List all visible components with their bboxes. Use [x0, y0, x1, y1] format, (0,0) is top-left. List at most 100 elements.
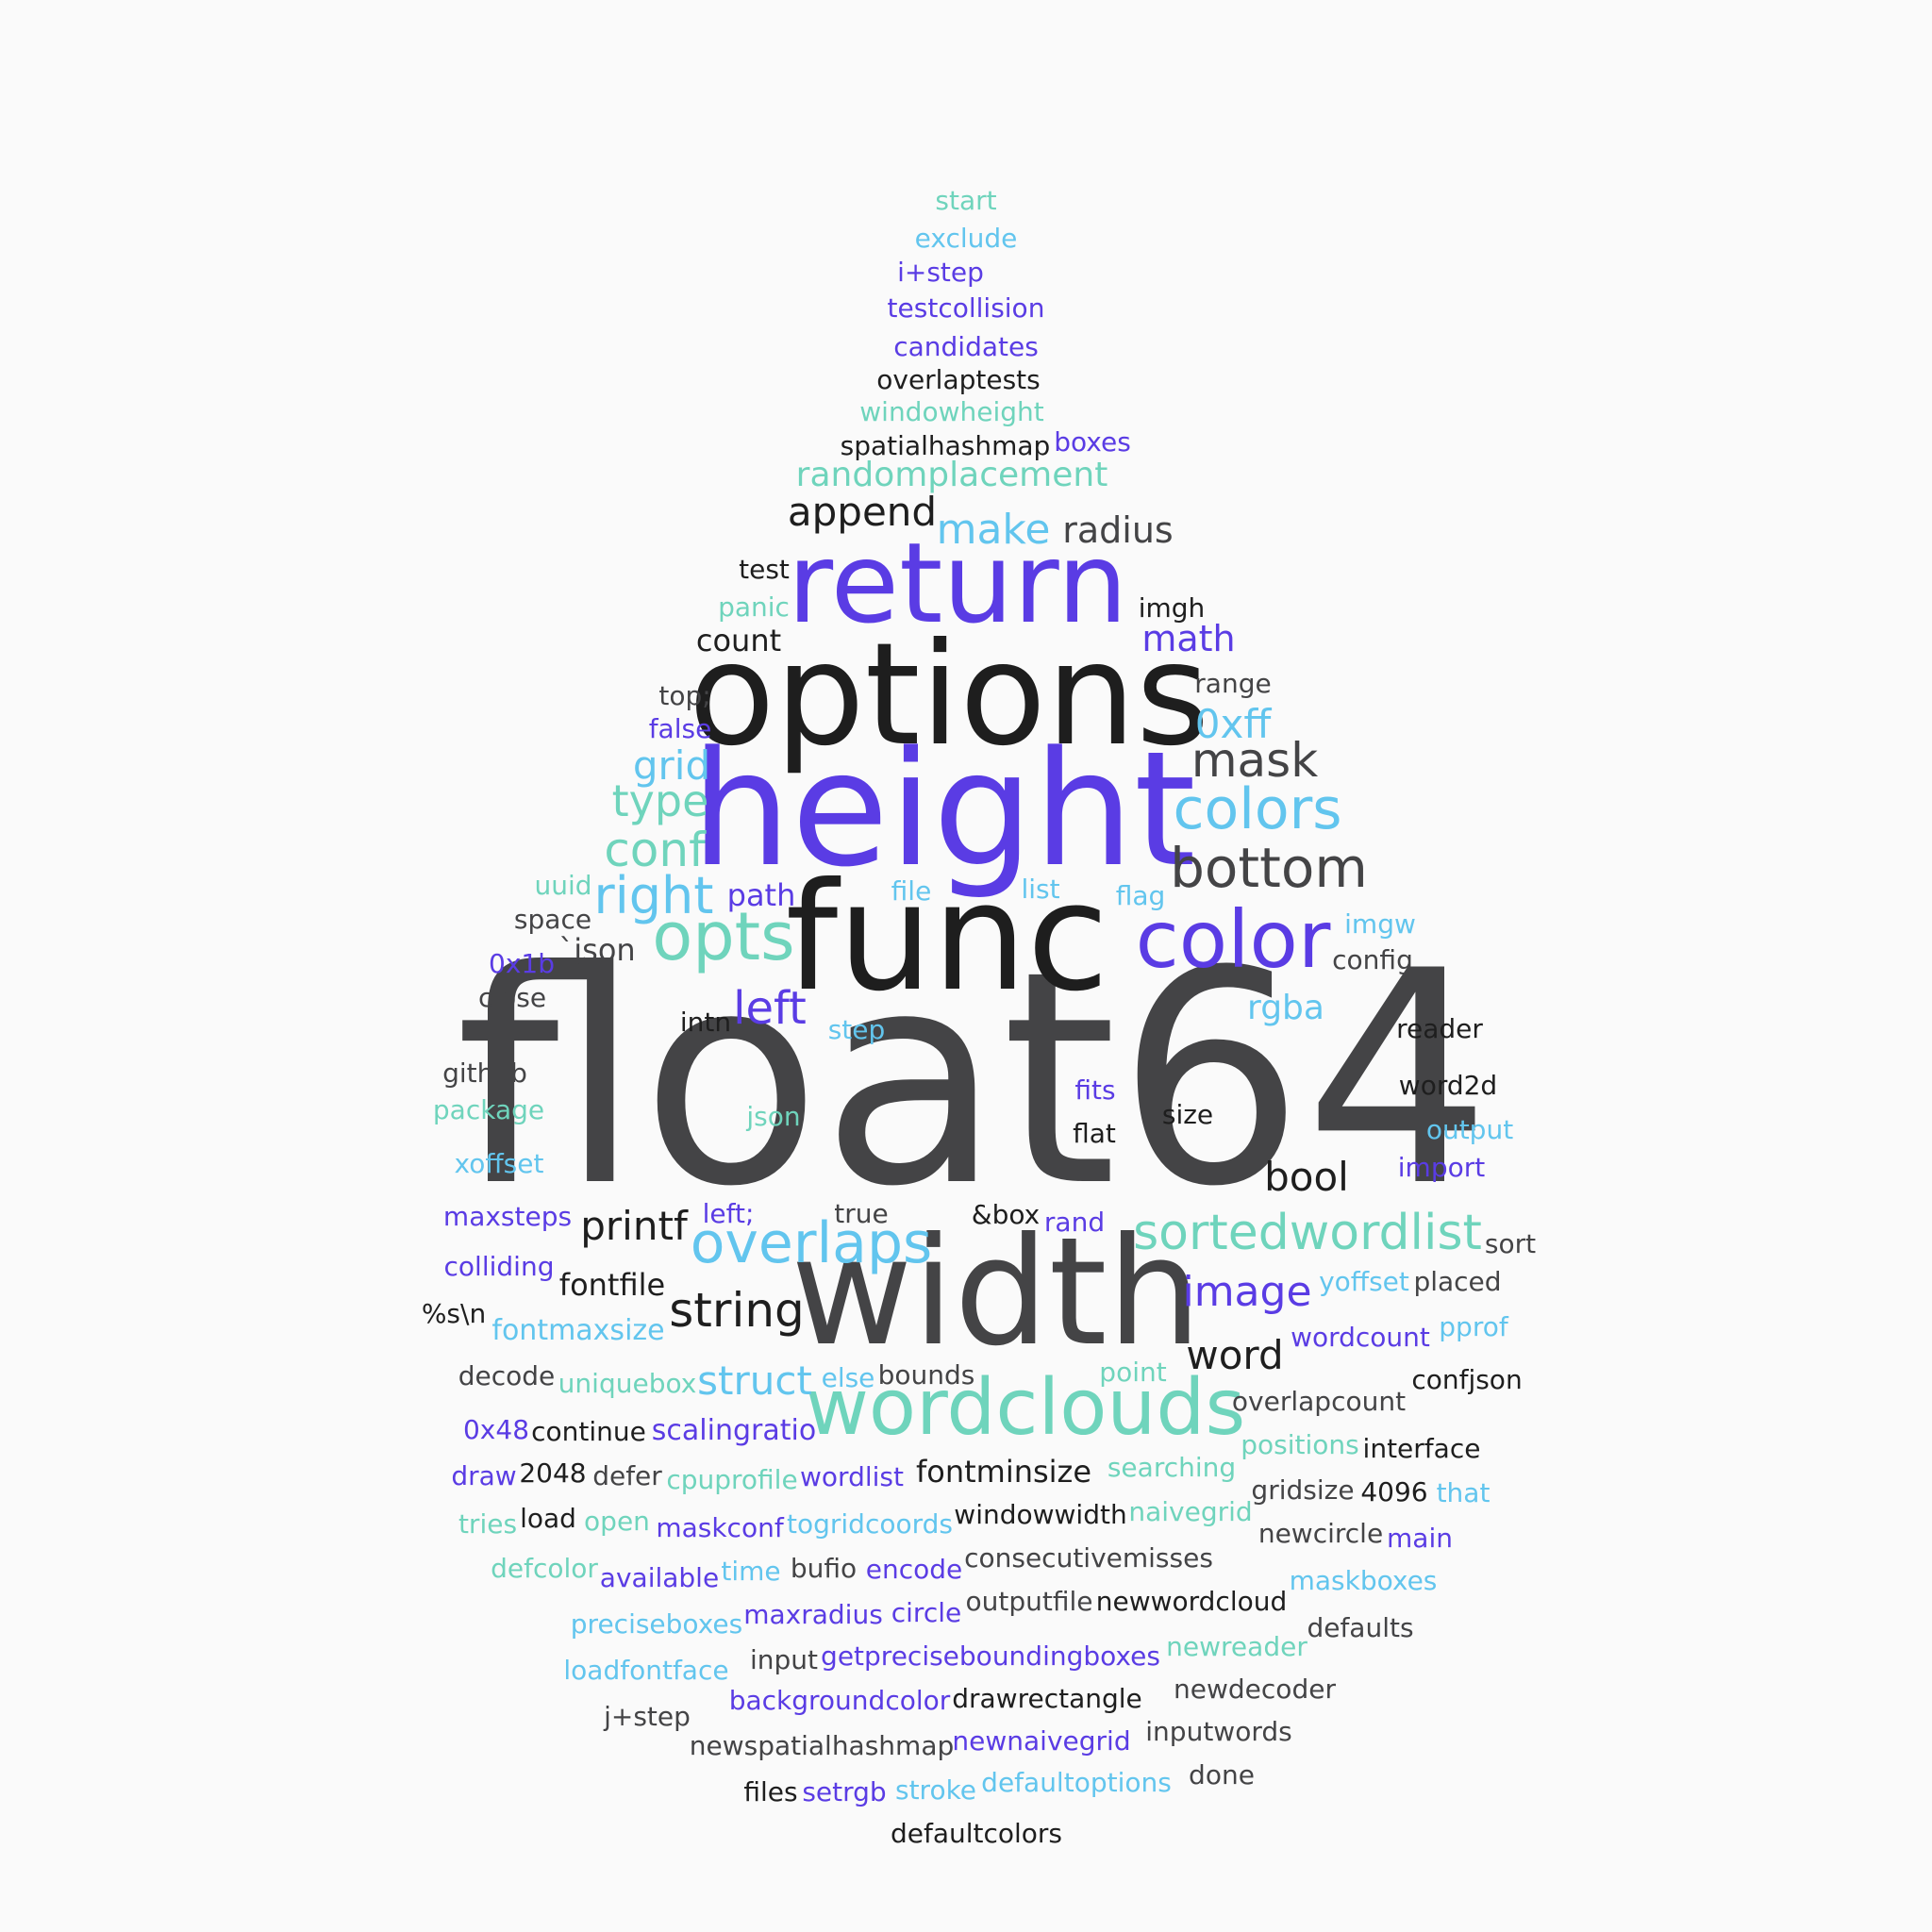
word: radius [1062, 509, 1174, 551]
word: togridcoords [787, 1508, 953, 1540]
word: bounds [877, 1359, 975, 1391]
word: width [791, 1206, 1202, 1379]
word: grid [632, 742, 711, 789]
word: package [432, 1094, 545, 1125]
word: rgba [1247, 989, 1324, 1027]
word: make [936, 506, 1051, 554]
word: output [1425, 1114, 1514, 1145]
word: fontminsize [915, 1454, 1092, 1490]
word: space [513, 904, 592, 935]
word: imgh [1138, 592, 1206, 624]
word: decode [458, 1360, 556, 1391]
word: pprof [1439, 1311, 1508, 1342]
word: outputfile [965, 1586, 1093, 1617]
word: 4096 [1360, 1476, 1428, 1507]
word: newreader [1166, 1631, 1307, 1662]
word: spatialhashmap [840, 430, 1051, 461]
word: file [891, 875, 932, 907]
word: newspatialhashmap [689, 1730, 955, 1761]
word: left [733, 982, 807, 1035]
word: type [611, 775, 709, 826]
word: github [442, 1058, 527, 1089]
word: i+step [897, 257, 984, 288]
word: else [821, 1362, 875, 1393]
word: main [1387, 1523, 1453, 1554]
word: mask [1191, 733, 1319, 788]
word: gridsize [1251, 1474, 1355, 1506]
word: overlaptests [876, 364, 1041, 395]
word: imgw [1344, 908, 1416, 940]
word: 0xff [1194, 701, 1272, 747]
word: confjson [1411, 1364, 1523, 1395]
word: maxsteps [442, 1201, 573, 1232]
word: flag [1115, 880, 1166, 911]
word: &box [971, 1199, 1041, 1230]
word: overlapcount [1231, 1386, 1407, 1417]
word: defaultcolors [890, 1818, 1063, 1849]
word: test [739, 554, 790, 585]
word: 2048 [519, 1457, 587, 1489]
word: size [1161, 1099, 1214, 1130]
word: defaults [1307, 1612, 1414, 1643]
word: continue [531, 1416, 646, 1447]
word: fits [1074, 1074, 1116, 1106]
word: testcollision [887, 292, 1045, 324]
word: defer [592, 1460, 662, 1491]
word: list [1021, 874, 1060, 905]
word: right [593, 866, 714, 925]
word: panic [718, 591, 790, 623]
word: windowwidth [954, 1499, 1127, 1530]
word: colors [1173, 776, 1342, 842]
word: time [721, 1556, 781, 1587]
word: placed [1413, 1266, 1502, 1297]
word: input [749, 1644, 819, 1675]
word: windowheight [859, 396, 1044, 427]
word: append [787, 489, 938, 535]
word: uuid [534, 870, 592, 901]
word: preciseboxes [570, 1608, 743, 1640]
word: boxes [1054, 426, 1131, 458]
word: maskconf [656, 1512, 784, 1543]
word: sort [1484, 1228, 1537, 1259]
word: config [1332, 944, 1413, 975]
word: close [477, 982, 547, 1013]
word: getpreciseboundingboxes [821, 1641, 1160, 1672]
word: draw [451, 1460, 517, 1491]
word: conf [604, 823, 706, 877]
word: xoffset [454, 1148, 544, 1179]
word: `json [558, 932, 636, 968]
word: yoffset [1319, 1266, 1409, 1297]
word: true [834, 1198, 889, 1229]
word: newcircle [1257, 1518, 1384, 1549]
word: defcolor [491, 1553, 598, 1584]
word: return [787, 518, 1128, 648]
word: left; [702, 1198, 755, 1229]
word: naivegrid [1128, 1496, 1253, 1527]
word: image [1182, 1268, 1312, 1316]
word: path [726, 877, 796, 913]
word: math [1141, 618, 1236, 659]
word: cpuprofile [666, 1464, 798, 1495]
word: fontmaxsize [491, 1314, 665, 1347]
word: exclude [914, 223, 1018, 254]
word: loadfontface [563, 1655, 729, 1686]
word: bottom [1170, 836, 1368, 900]
word: %s\n [421, 1298, 487, 1329]
word: json [746, 1101, 801, 1132]
word: open [584, 1506, 650, 1537]
word: wordclouds [805, 1363, 1246, 1453]
word: 0x1b [489, 948, 555, 979]
word: height [691, 717, 1196, 902]
word: struct [697, 1357, 812, 1404]
word: j+step [604, 1701, 691, 1732]
word: options [688, 613, 1210, 777]
word: func [785, 851, 1109, 1024]
word: backgroundcolor [728, 1685, 951, 1716]
word: fontfile [558, 1267, 666, 1303]
word: bufio [790, 1553, 858, 1584]
word: circle [891, 1597, 962, 1628]
word: newdecoder [1174, 1674, 1336, 1705]
word: flat [1073, 1118, 1116, 1149]
word: that [1436, 1477, 1491, 1508]
